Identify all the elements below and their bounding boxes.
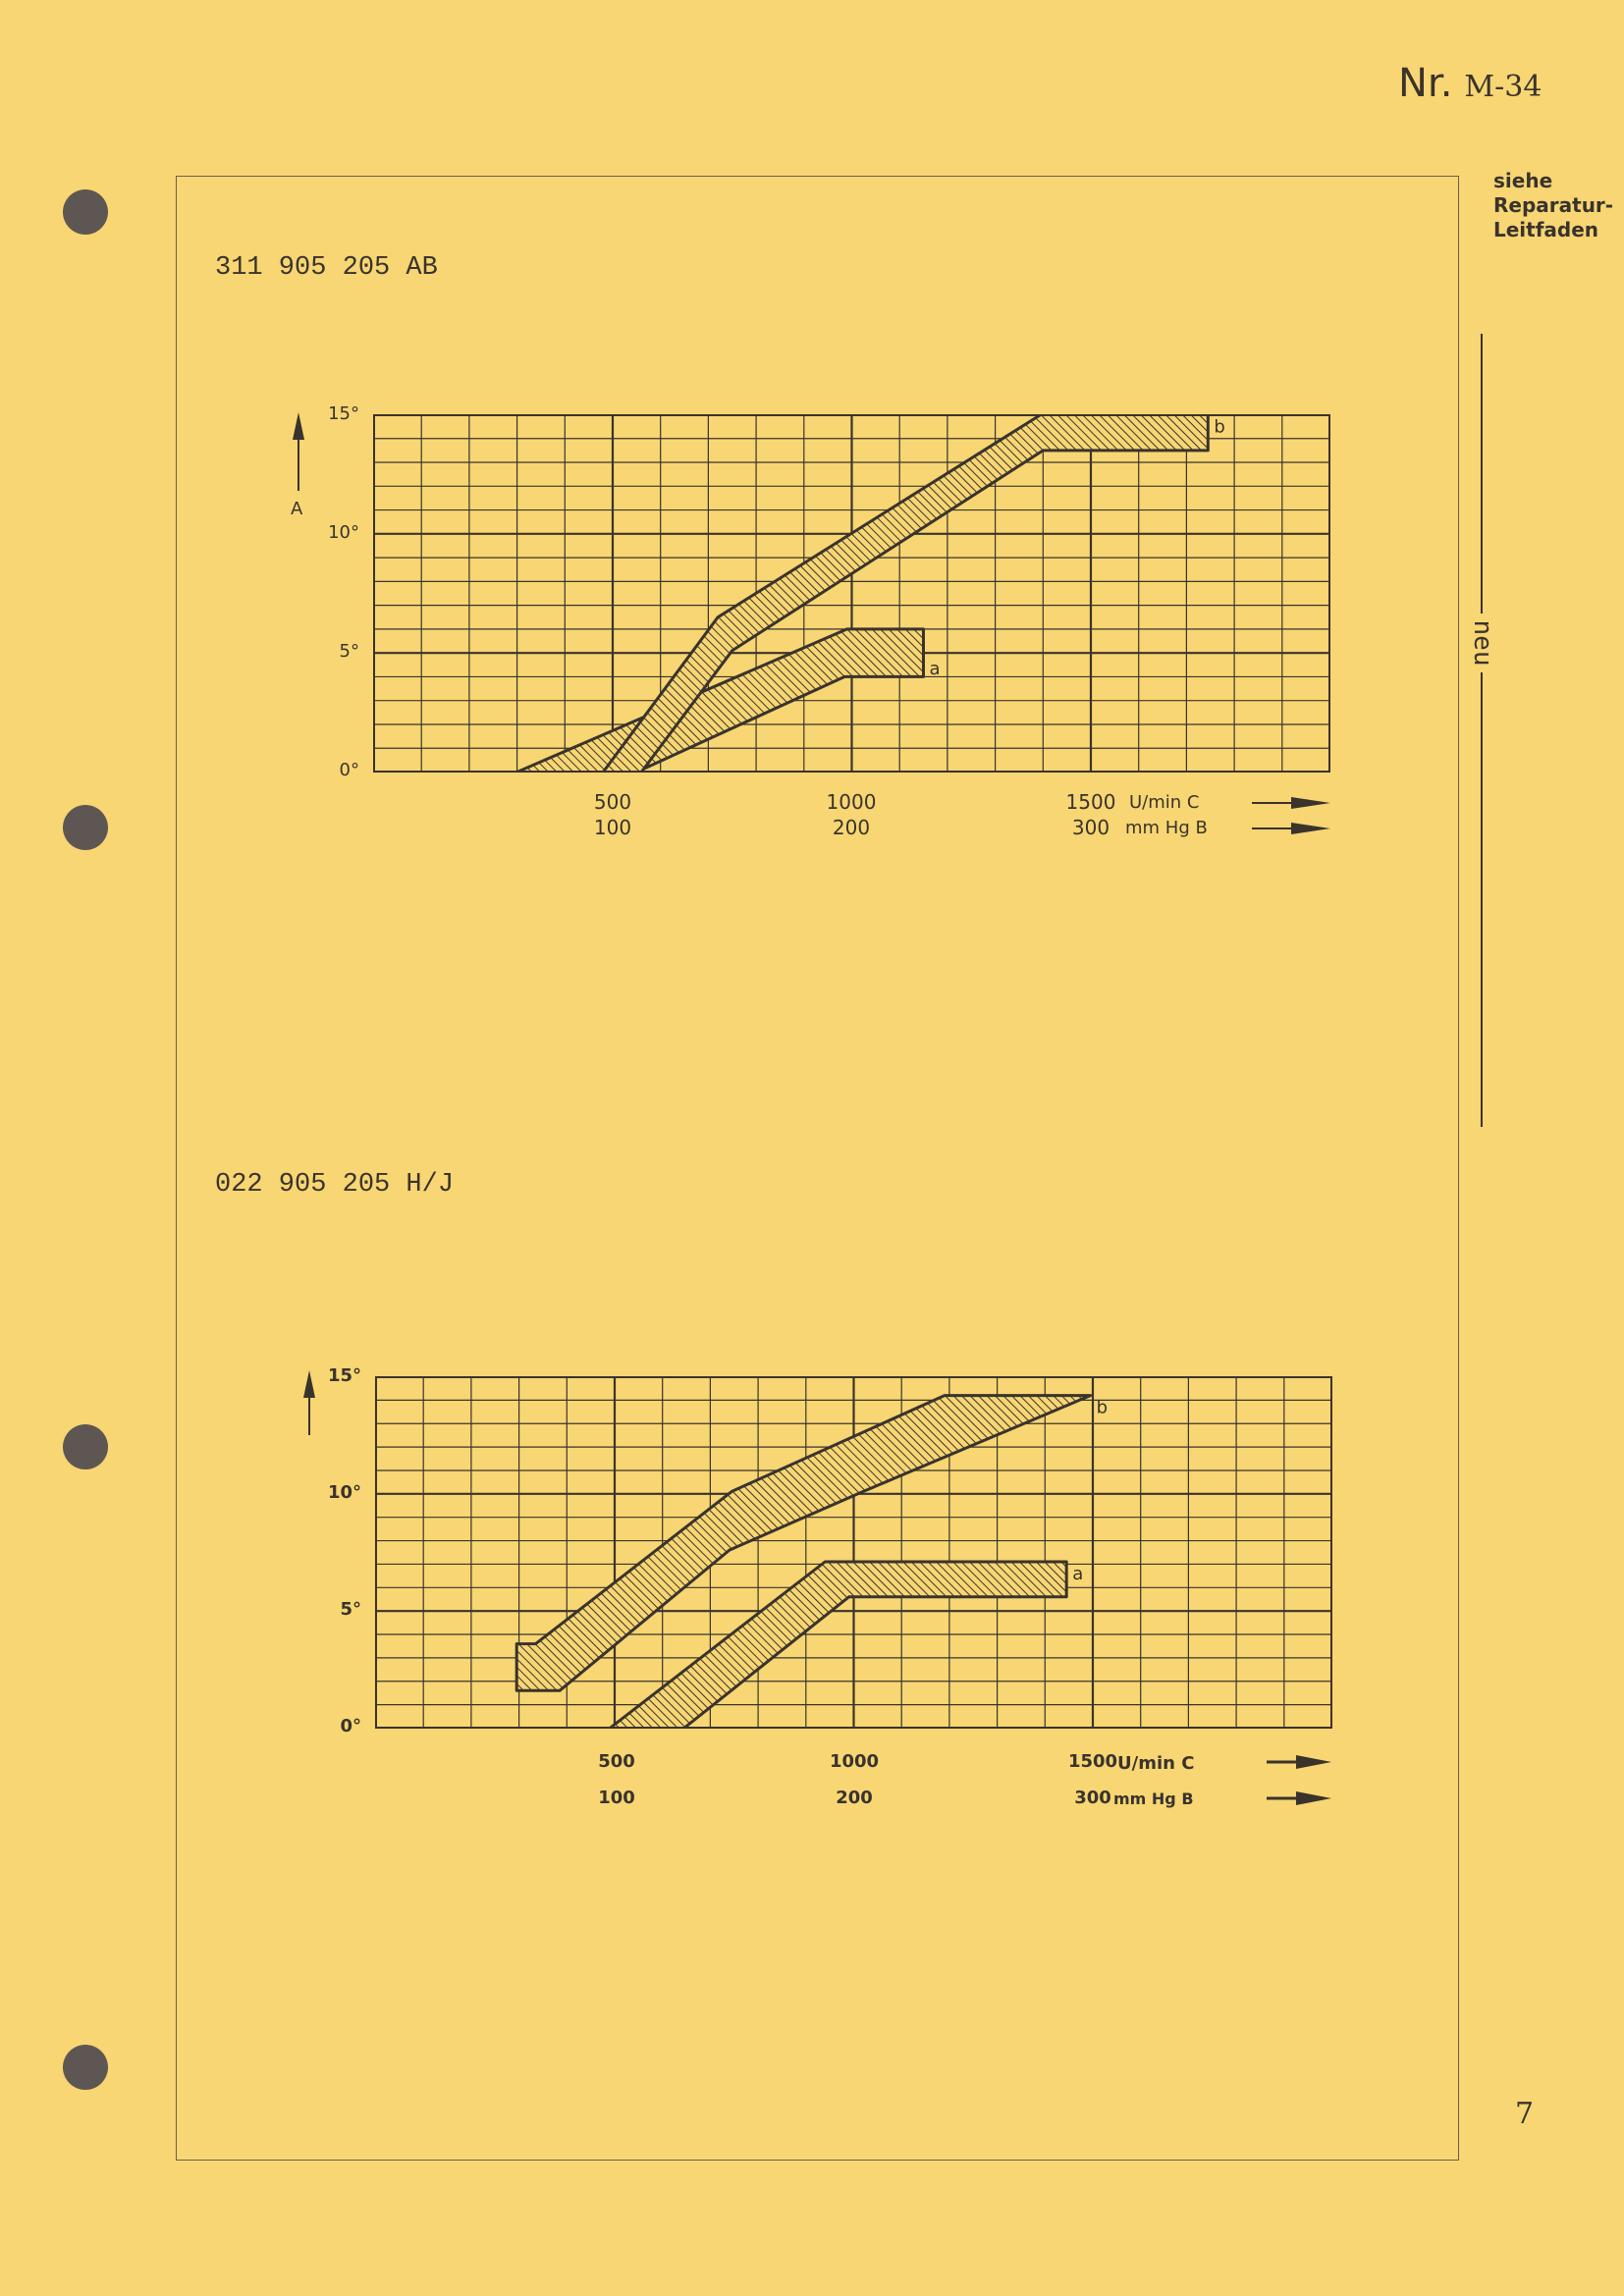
x-tick-label-rpm: 1000 [829,1751,880,1772]
x-tick-label-vacuum: 300 [1074,1788,1111,1808]
x-unit-vacuum: mm Hg B [1125,818,1208,838]
chart-title: 311 905 205 AB [215,253,438,283]
x-tick-label-rpm: 500 [593,790,632,814]
x-tick-label-vacuum: 100 [598,1788,635,1808]
x-tick-label-rpm: 500 [598,1751,635,1772]
band-b [514,1394,1093,1692]
x-axis-arrow-icon [1267,1791,1331,1805]
y-tick-label: 0° [340,1716,361,1736]
punch-hole [63,805,108,850]
plot-border [375,1376,1332,1729]
y-tick-label: 0° [339,760,359,780]
reference-line: siehe [1493,169,1553,192]
band-label-a: a [1072,1564,1083,1584]
y-axis-arrow-icon [303,1370,315,1435]
plot-border [373,414,1330,773]
punch-hole [63,2045,108,2090]
x-axis-arrow-icon [1252,797,1330,809]
reference-note: siehe Reparatur- Leitfaden [1493,169,1613,242]
band-label-b: b [1214,417,1224,438]
plot-area: ab [373,414,1330,773]
y-tick-label: 5° [340,1599,361,1620]
x-tick-label-vacuum: 100 [593,816,632,839]
reference-line: Reparatur- [1493,193,1614,217]
x-unit-rpm: U/min C [1117,1753,1195,1774]
x-tick-label-vacuum: 200 [836,1788,873,1808]
y-axis-arrow-icon [293,412,304,491]
x-axis-arrow-icon [1252,823,1330,834]
band-b [601,414,1210,773]
band-a [608,1560,1068,1729]
x-tick-label-rpm: 1500 [1067,1751,1118,1772]
y-tick-label: 5° [339,641,359,662]
band-label-a: a [930,659,941,679]
x-tick-label-vacuum: 200 [832,816,871,839]
y-axis-label: A [291,499,303,519]
margin-bar [1481,334,1483,1127]
chart-title: 022 905 205 H/J [215,1170,455,1200]
x-unit-vacuum: mm Hg B [1113,1789,1194,1808]
x-tick-label-rpm: 1000 [826,790,877,814]
x-axis-arrow-icon [1267,1755,1331,1769]
x-tick-label-vacuum: 300 [1071,816,1110,839]
punch-hole [63,189,108,235]
y-tick-label: 10° [328,522,359,543]
y-tick-label: 15° [327,1365,361,1386]
y-tick-label: 10° [327,1482,361,1503]
content-frame [176,176,1459,2161]
reference-line: Leitfaden [1493,218,1599,241]
nr-code: M-34 [1464,70,1543,104]
x-unit-rpm: U/min C [1129,792,1200,813]
document-number: Nr. M-34 [1398,61,1542,106]
band-label-b: b [1097,1398,1108,1418]
new-tag: neu [1468,614,1497,672]
nr-label: Nr. [1398,61,1453,106]
punch-hole [63,1424,108,1469]
y-tick-label: 15° [328,403,359,424]
page-number: 7 [1515,2097,1535,2131]
x-tick-label-rpm: 1500 [1065,790,1116,814]
plot-area: ab [375,1376,1332,1729]
